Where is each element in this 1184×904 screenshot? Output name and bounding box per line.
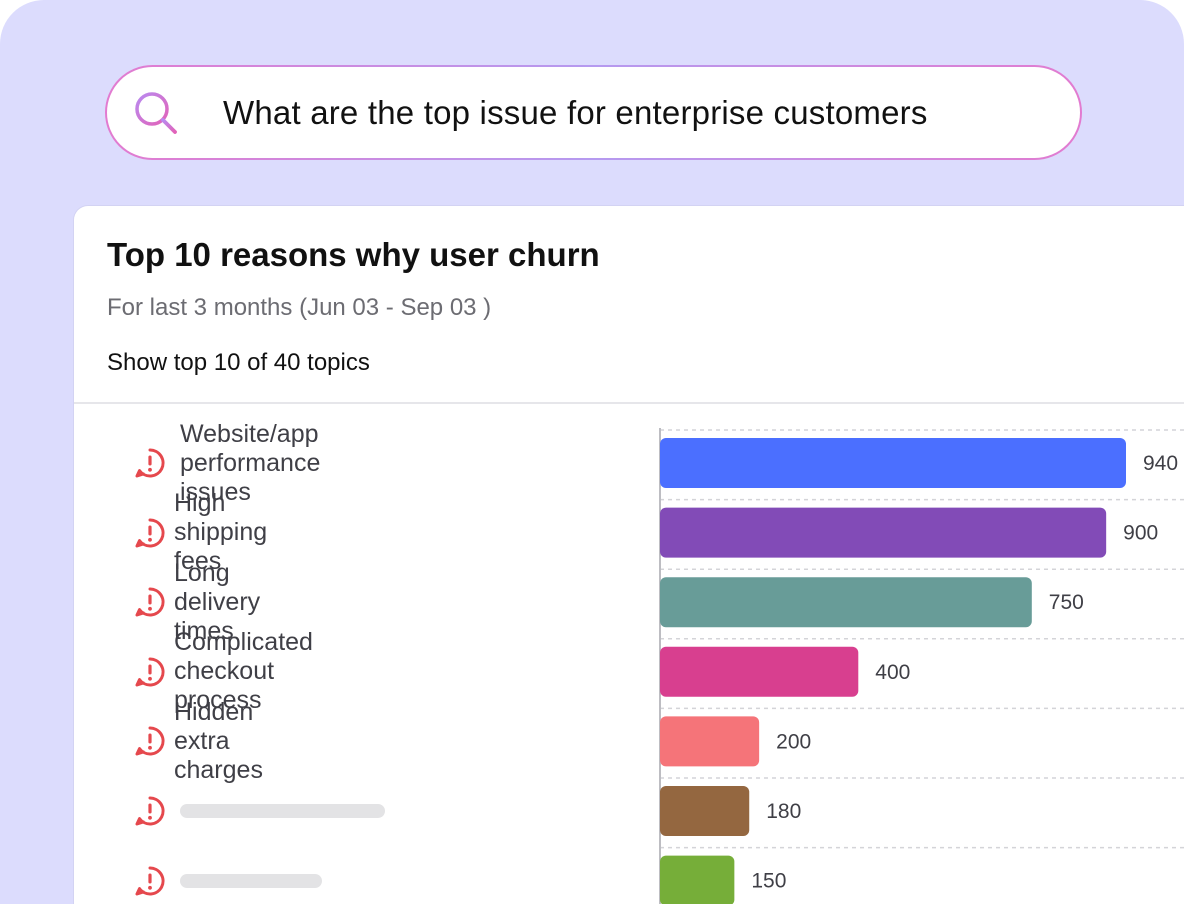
bar[interactable] <box>660 507 1107 558</box>
bar-value-label: 200 <box>776 730 811 753</box>
alert-icon <box>135 866 165 896</box>
reason-label: Hidden extra charges <box>174 697 263 784</box>
churn-reasons-card: Top 10 reasons why user churn For last 3… <box>74 206 1184 904</box>
reason-label: Long delivery times <box>174 558 261 645</box>
card-title: Top 10 reasons why user churn <box>107 236 600 273</box>
reason-item[interactable]: Complicated checkout process <box>134 628 313 714</box>
bar[interactable] <box>660 438 1126 488</box>
bar-value-label: 180 <box>766 800 801 823</box>
alert-icon <box>135 657 165 687</box>
bar[interactable] <box>660 646 859 697</box>
reason-label: Website/app performance issues <box>180 419 321 506</box>
reason-item[interactable] <box>134 861 322 901</box>
search-query[interactable]: What are the top issue for enterprise cu… <box>223 93 928 131</box>
reason-item[interactable]: High shipping fees <box>134 489 267 575</box>
reason-item[interactable]: Long delivery times <box>134 559 260 645</box>
bar[interactable] <box>660 716 760 767</box>
bar[interactable] <box>660 786 750 836</box>
bar-chart: 940 900 750 400 200 180 150 <box>659 428 1184 904</box>
alert-icon <box>135 796 165 826</box>
bar-value-label: 750 <box>1049 591 1084 614</box>
reason-item[interactable]: Website/app performance issues <box>134 420 320 506</box>
bar-value-label: 400 <box>875 661 910 684</box>
reason-label: High shipping fees <box>174 489 268 576</box>
search-bar[interactable]: What are the top issue for enterprise cu… <box>105 65 1082 160</box>
date-range-subtitle: For last 3 months (Jun 03 - Sep 03 ) <box>107 294 492 321</box>
search-icon[interactable] <box>131 88 181 138</box>
bar[interactable] <box>660 577 1032 628</box>
bar[interactable] <box>660 855 735 904</box>
reason-item[interactable] <box>134 791 385 831</box>
loading-placeholder <box>180 804 385 818</box>
alert-icon <box>135 518 165 548</box>
bar-value-label: 900 <box>1123 522 1158 545</box>
alert-icon <box>135 726 165 756</box>
reason-item[interactable]: Hidden extra charges <box>134 698 263 784</box>
search-field[interactable]: What are the top issue for enterprise cu… <box>107 67 1080 158</box>
topics-filter[interactable]: Show top 10 of 40 topics <box>107 349 370 376</box>
loading-placeholder <box>180 873 322 888</box>
divider <box>74 402 1184 404</box>
reason-label: Complicated checkout process <box>174 628 313 715</box>
alert-icon <box>135 448 165 478</box>
bar-value-label: 940 <box>1143 452 1178 475</box>
alert-icon <box>135 587 165 617</box>
bar-value-label: 150 <box>751 870 786 893</box>
